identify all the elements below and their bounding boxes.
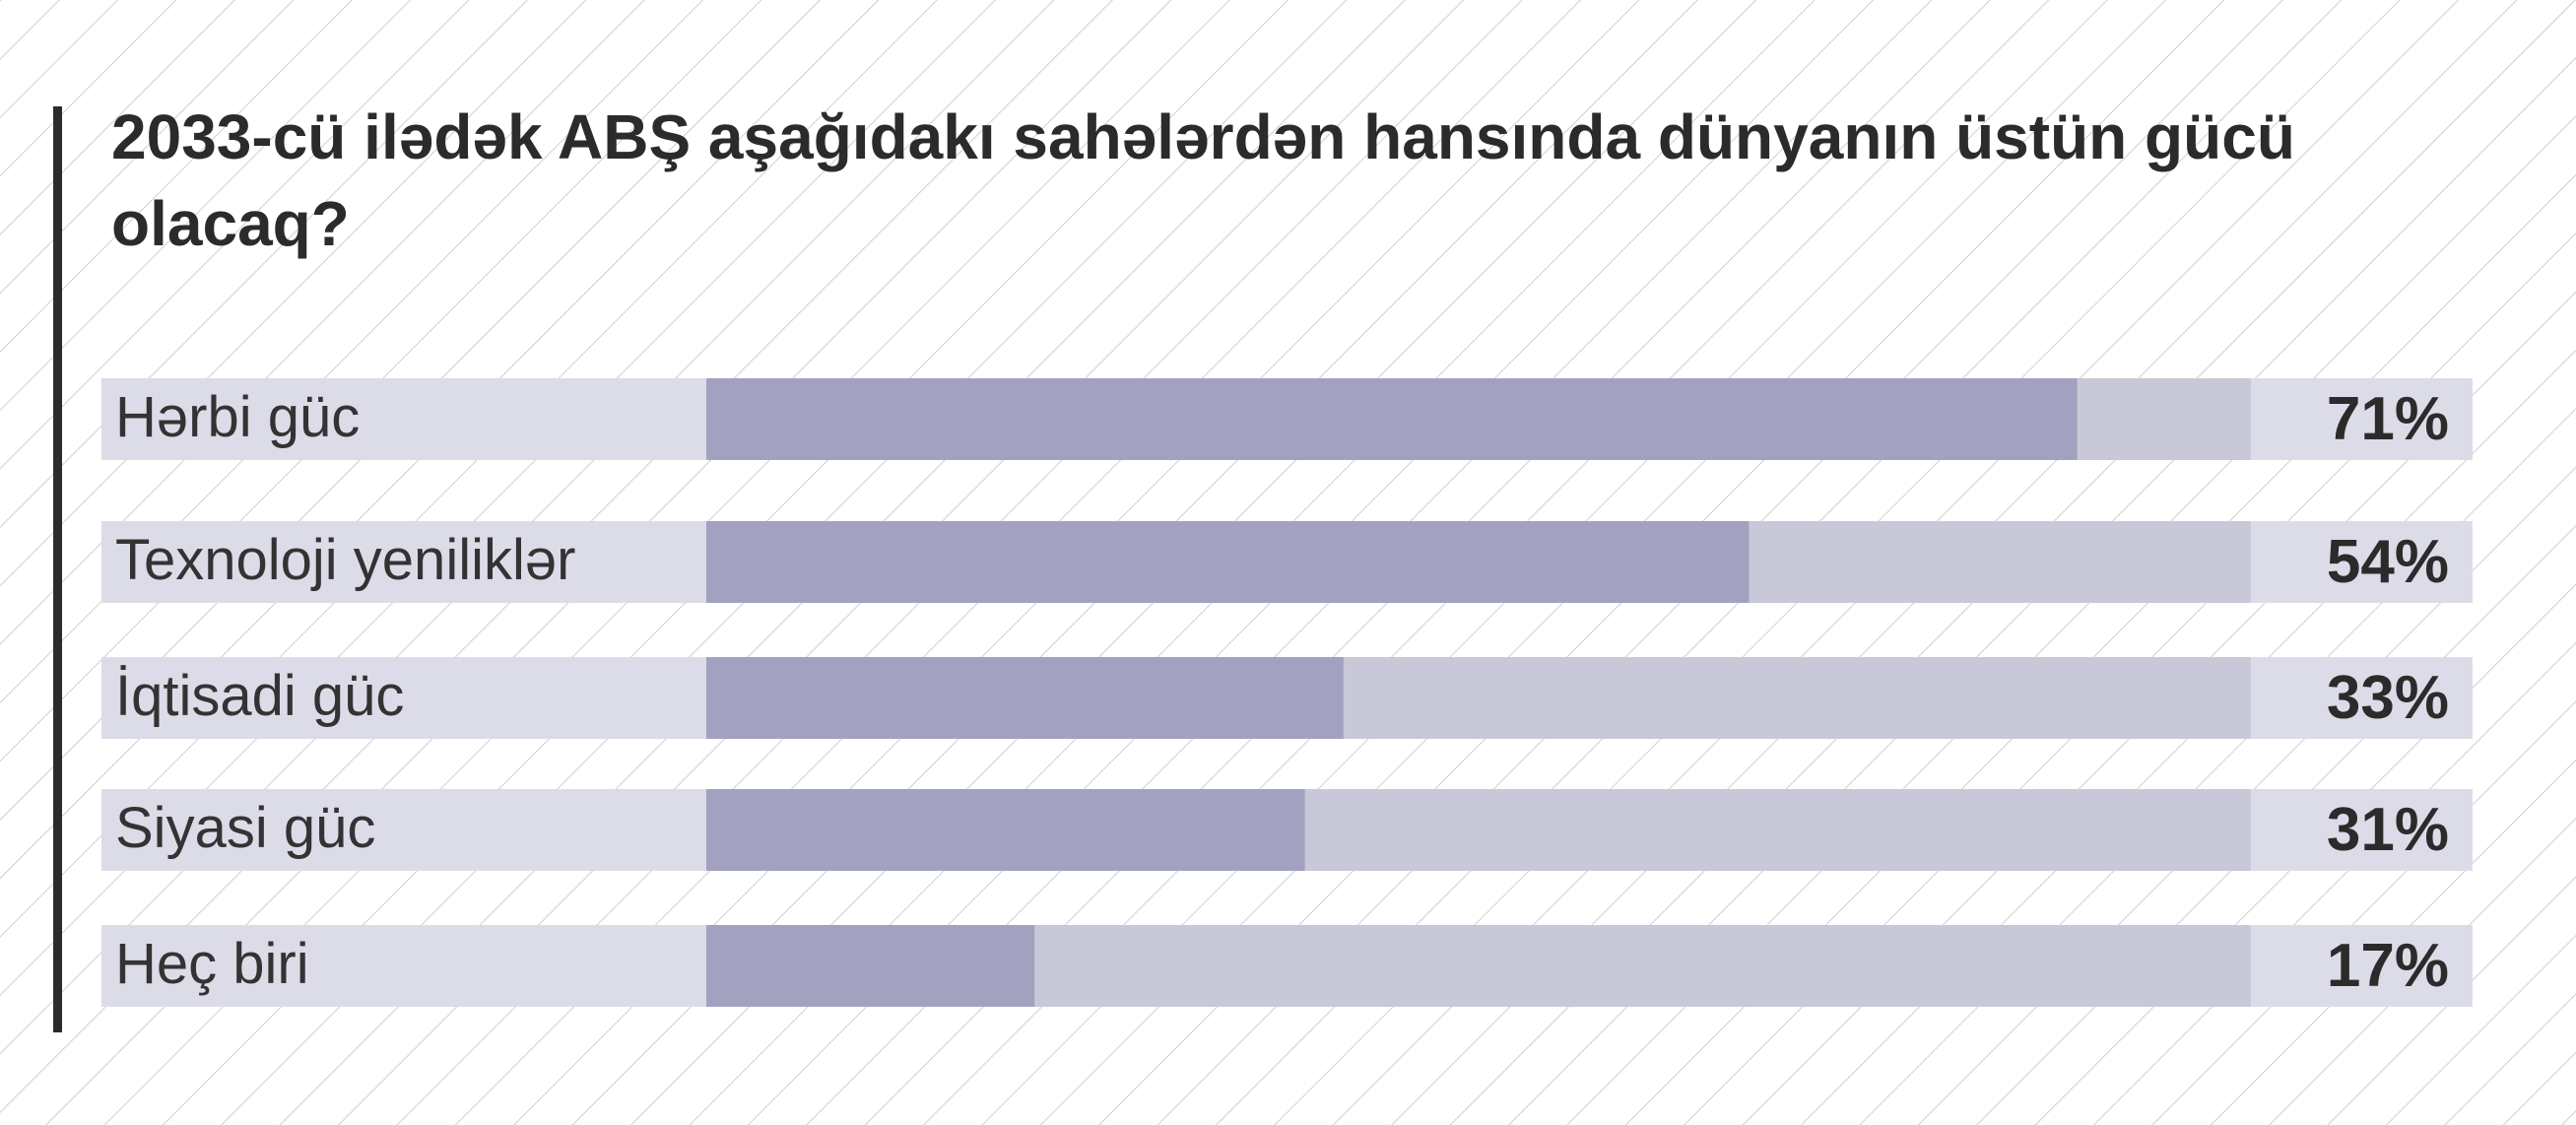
accent-bar	[53, 106, 62, 1032]
category-label: Texnoloji yeniliklər	[115, 528, 575, 592]
category-label: Heç biri	[115, 932, 309, 996]
value-label: 31%	[2327, 796, 2449, 864]
chart-title: 2033-cü ilədək ABŞ aşağıdakı sahələrdən …	[111, 101, 2295, 259]
category-label: Hərbi güc	[115, 385, 360, 449]
value-label: 33%	[2327, 664, 2449, 732]
bar	[706, 378, 2078, 460]
value-label: 17%	[2327, 932, 2449, 1000]
value-label: 71%	[2327, 385, 2449, 453]
bar	[706, 521, 1750, 603]
category-label: Siyasi güc	[115, 796, 375, 860]
bar	[706, 925, 1035, 1007]
value-label: 54%	[2327, 528, 2449, 596]
bar	[706, 657, 1344, 739]
bar	[706, 789, 1305, 871]
category-label: İqtisadi güc	[115, 664, 404, 728]
